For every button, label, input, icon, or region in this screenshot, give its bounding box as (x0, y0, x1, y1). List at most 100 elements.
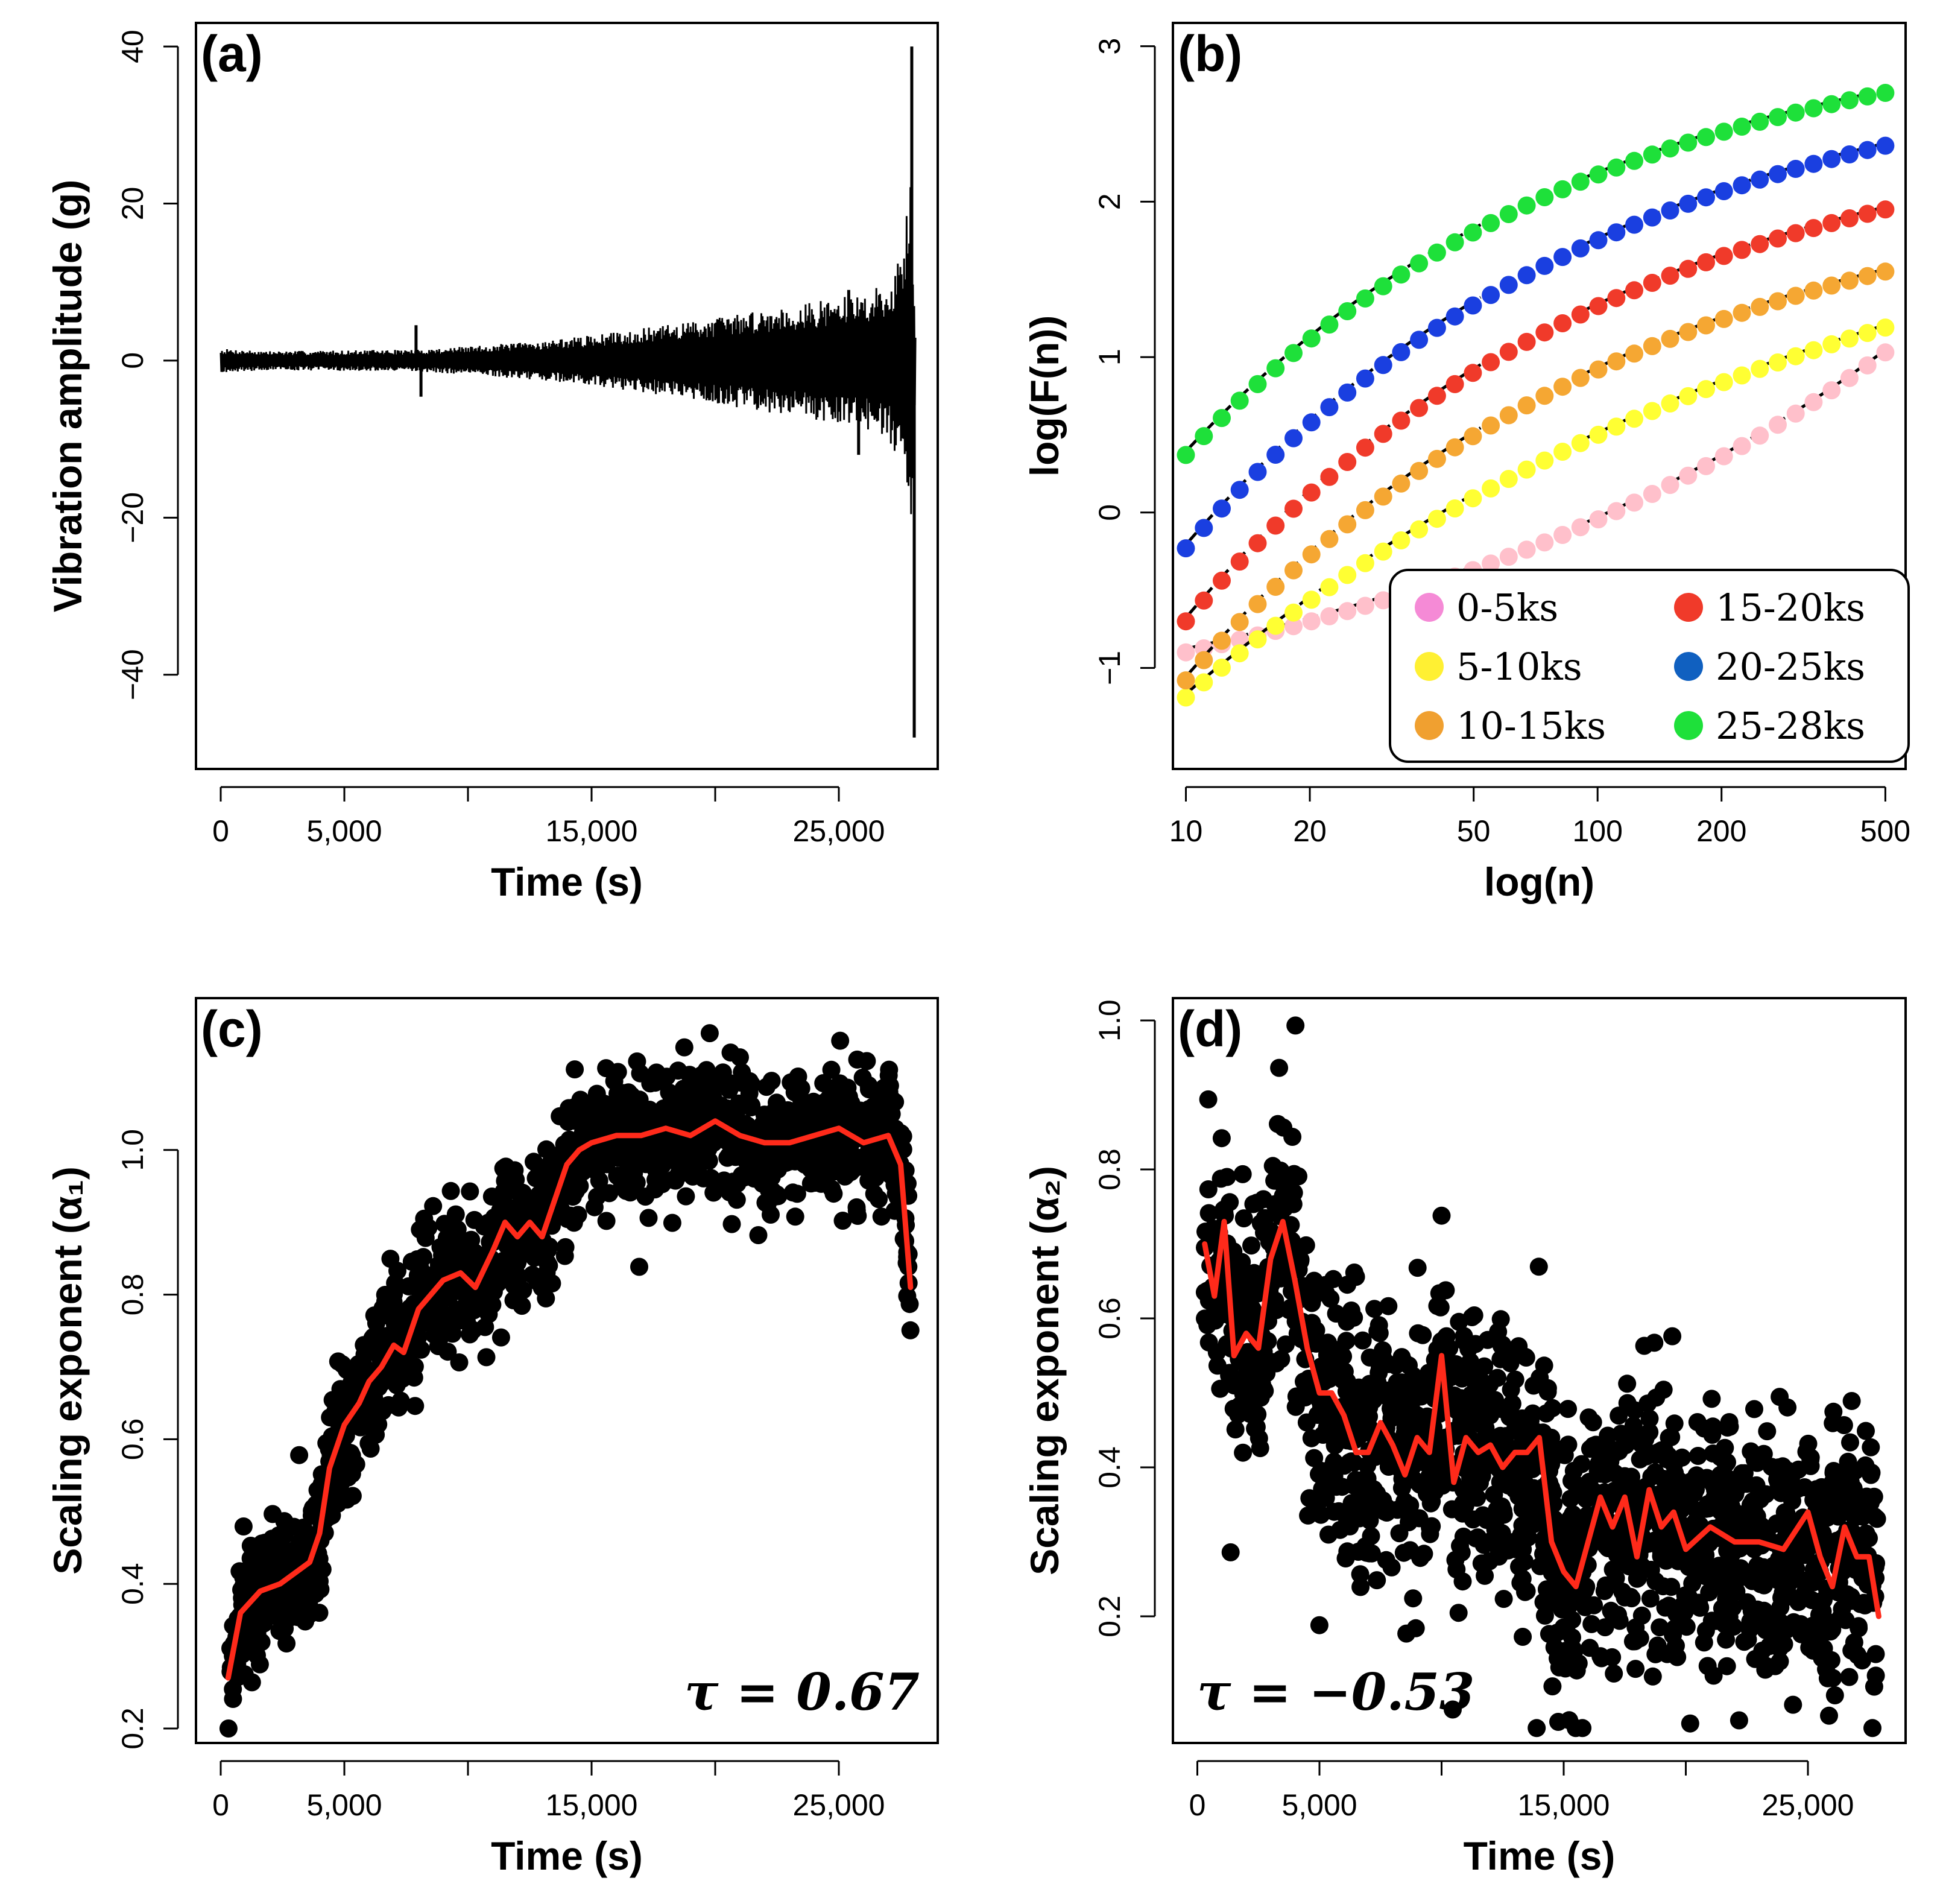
scatter-point (663, 1213, 681, 1232)
scatter-point (1382, 1558, 1401, 1577)
dfa-point-15-20ks (1266, 516, 1285, 535)
scatter-point (241, 1537, 260, 1555)
dfa-point-25-28ks (1284, 344, 1303, 362)
y-tick-label: −20 (116, 492, 150, 543)
dfa-point-5-10ks (1733, 366, 1751, 385)
scatter-point (469, 1288, 488, 1306)
dfa-point-25-28ks (1607, 158, 1626, 177)
scatter-point (1572, 1520, 1591, 1539)
dfa-point-5-10ks (1338, 566, 1357, 584)
scatter-point (385, 1315, 404, 1333)
scatter-point (561, 1206, 580, 1225)
scatter-point (1862, 1466, 1880, 1484)
scatter-point (1549, 1713, 1567, 1731)
scatter-point (1515, 1552, 1534, 1571)
scatter-point (1480, 1375, 1499, 1394)
dfa-point-10-15ks (1625, 344, 1643, 363)
scatter-point (1719, 1553, 1737, 1572)
dfa-point-5-10ks (1625, 410, 1643, 428)
scatter-point (1233, 1253, 1251, 1271)
dfa-point-25-28ks (1553, 180, 1572, 198)
scatter-point (376, 1286, 394, 1304)
dfa-point-10-15ks (1840, 271, 1859, 290)
scatter-point (1623, 1475, 1641, 1493)
scatter-point (788, 1184, 806, 1203)
dfa-point-0-5ks (1374, 591, 1392, 610)
scatter-point (1467, 1364, 1486, 1383)
dfa-point-5-10ks (1571, 434, 1590, 452)
scatter-point (1616, 1588, 1634, 1607)
scatter-point (332, 1474, 350, 1493)
dfa-point-20-25ks (1410, 331, 1429, 349)
scatter-point (1784, 1695, 1802, 1714)
scatter-point (1837, 1463, 1856, 1481)
scatter-point (647, 1063, 666, 1082)
scatter-point (1337, 1332, 1356, 1350)
y-tick-label: 40 (116, 30, 150, 63)
scatter-point (608, 1063, 627, 1081)
dfa-point-5-10ks (1661, 394, 1679, 413)
scatter-point (1602, 1603, 1621, 1622)
scatter-point (1234, 1443, 1253, 1462)
dfa-point-5-10ks (1320, 578, 1339, 596)
scatter-point (1286, 1397, 1305, 1416)
x-tick-label: 5,000 (306, 1788, 382, 1822)
scatter-point (508, 1252, 527, 1271)
dfa-point-10-15ks (1822, 276, 1841, 295)
scatter-point (595, 1153, 613, 1171)
scatter-point (700, 1024, 719, 1043)
scatter-point (1745, 1400, 1763, 1419)
dfa-point-15-20ks (1679, 259, 1698, 278)
dfa-point-5-10ks (1607, 417, 1626, 436)
scatter-point (848, 1050, 867, 1069)
scatter-point (666, 1171, 685, 1190)
scatter-point (236, 1562, 254, 1581)
scatter-point (1862, 1438, 1880, 1456)
scatter-point (1804, 1573, 1823, 1592)
scatter-point (1491, 1350, 1510, 1368)
dfa-point-20-25ks (1356, 369, 1374, 388)
dfa-point-0-5ks (1284, 617, 1303, 636)
scatter-point (1704, 1444, 1722, 1463)
scatter-point (759, 1181, 778, 1200)
scatter-point (1775, 1635, 1793, 1653)
scatter-point (443, 1324, 462, 1343)
scatter-point (1199, 1090, 1218, 1109)
scatter-point (1741, 1612, 1760, 1631)
legend-box (1389, 569, 1910, 763)
dfa-point-25-28ks (1266, 359, 1285, 378)
dfa-point-10-15ks (1177, 671, 1195, 690)
panel-b: 10 20 50 100 200 500 −1 0 1 2 3 log(n) log(F(n)) (b) 0… (1022, 22, 1910, 904)
dfa-point-25-28ks (1374, 277, 1392, 296)
x-tick-label: 15,000 (1518, 1788, 1610, 1822)
scatter-point (547, 1147, 566, 1165)
scatter-point (1342, 1511, 1360, 1530)
scatter-point (1658, 1450, 1676, 1469)
dfa-point-10-15ks (1266, 578, 1285, 596)
dfa-point-0-5ks (1625, 493, 1643, 512)
scatter-point (264, 1601, 283, 1619)
y-axis-label: Scaling exponent (α₂) (1022, 1166, 1067, 1575)
dfa-point-20-25ks (1769, 165, 1787, 183)
scatter-point (699, 1139, 718, 1158)
scatter-point (861, 1106, 880, 1125)
scatter-point (1771, 1621, 1790, 1640)
scatter-point (307, 1570, 325, 1589)
scatter-point (1234, 1209, 1253, 1228)
scatter-point (252, 1633, 271, 1651)
dfa-point-5-10ks (1804, 341, 1823, 359)
y-axis-label: log(F(n)) (1022, 315, 1067, 477)
scatter-point (1423, 1517, 1441, 1536)
dfa-point-5-10ks (1195, 673, 1213, 692)
scatter-point (1758, 1520, 1777, 1539)
scatter-point (1283, 1128, 1302, 1146)
scatter-point (1810, 1605, 1828, 1624)
x-tick-label: 10 (1169, 814, 1203, 848)
x-axis-label: Time (s) (491, 1833, 643, 1878)
scatter-point (587, 1084, 606, 1103)
scatter-point (270, 1622, 289, 1640)
scatter-point (1559, 1596, 1578, 1615)
y-tick-label: 3 (1093, 38, 1126, 55)
scatter-point (399, 1366, 417, 1385)
scatter-point (1382, 1399, 1400, 1418)
